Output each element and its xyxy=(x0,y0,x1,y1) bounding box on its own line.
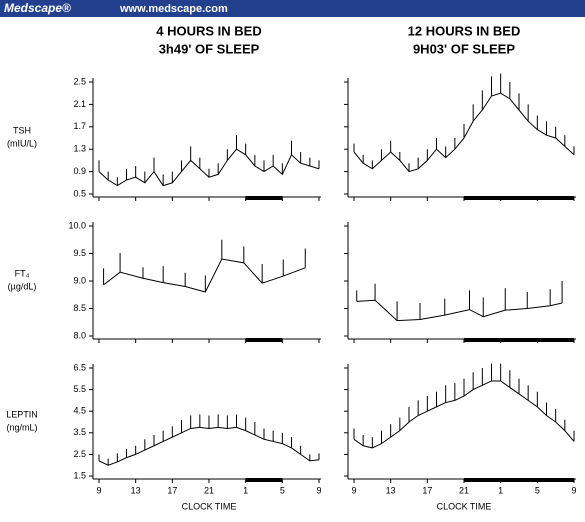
brand: Medscape® xyxy=(4,1,71,15)
y-tick-label: 10.0 xyxy=(68,220,86,230)
y-tick-label: 9.0 xyxy=(73,275,86,285)
sleep-period xyxy=(464,478,574,482)
y-axis-label: TSH xyxy=(13,125,31,135)
x-tick-label: 5 xyxy=(535,485,540,495)
y-axis-label: (mIU/L) xyxy=(7,138,37,148)
x-tick-label: 9 xyxy=(351,485,356,495)
sleep-period xyxy=(464,338,574,342)
y-tick-label: 3.5 xyxy=(73,427,86,437)
data-line xyxy=(98,426,320,466)
y-tick-label: 4.5 xyxy=(73,406,86,416)
y-tick-label: 2.5 xyxy=(73,449,86,459)
y-tick-label: 0.5 xyxy=(73,188,86,198)
y-axis-label: FT₄ xyxy=(15,268,30,278)
column-title: 4 HOURS IN BED xyxy=(156,23,261,38)
data-line xyxy=(103,258,306,293)
y-tick-label: 2.1 xyxy=(73,99,86,109)
y-tick-label: 6.5 xyxy=(73,362,86,372)
y-tick-label: 0.9 xyxy=(73,166,86,176)
y-tick-label: 1.3 xyxy=(73,144,86,154)
url: www.medscape.com xyxy=(119,3,228,15)
y-tick-label: 8.0 xyxy=(73,330,86,340)
y-tick-label: 5.5 xyxy=(73,384,86,394)
x-axis-label: CLOCK TIME xyxy=(437,501,492,511)
x-tick-label: 13 xyxy=(131,485,141,495)
sleep-period xyxy=(245,478,283,482)
x-tick-label: 9 xyxy=(316,485,321,495)
data-line xyxy=(98,148,320,187)
x-tick-label: 21 xyxy=(204,485,214,495)
y-tick-label: 8.5 xyxy=(73,303,86,313)
y-tick-label: 2.5 xyxy=(73,76,86,86)
y-tick-label: 1.5 xyxy=(73,470,86,480)
y-axis-label: LEPTIN xyxy=(6,409,38,419)
y-tick-label: 1.7 xyxy=(73,121,86,131)
sleep-period xyxy=(245,196,283,200)
x-tick-label: 17 xyxy=(167,485,177,495)
x-tick-label: 5 xyxy=(280,485,285,495)
y-axis-label: (ng/mL) xyxy=(6,422,37,432)
column-subtitle: 3h49' OF SLEEP xyxy=(159,41,260,56)
x-tick-label: 1 xyxy=(498,485,503,495)
x-tick-label: 21 xyxy=(459,485,469,495)
x-tick-label: 1 xyxy=(243,485,248,495)
x-axis-label: CLOCK TIME xyxy=(182,501,237,511)
column-title: 12 HOURS IN BED xyxy=(408,23,521,38)
x-tick-label: 13 xyxy=(386,485,396,495)
column-subtitle: 9H03' OF SLEEP xyxy=(413,41,515,56)
y-axis-label: (µg/dL) xyxy=(8,281,37,291)
header-bar xyxy=(0,0,585,17)
data-line xyxy=(356,299,563,322)
sleep-period xyxy=(464,196,574,200)
x-tick-label: 9 xyxy=(96,485,101,495)
y-tick-label: 9.5 xyxy=(73,248,86,258)
x-tick-label: 17 xyxy=(422,485,432,495)
x-tick-label: 9 xyxy=(571,485,576,495)
sleep-period xyxy=(245,338,283,342)
